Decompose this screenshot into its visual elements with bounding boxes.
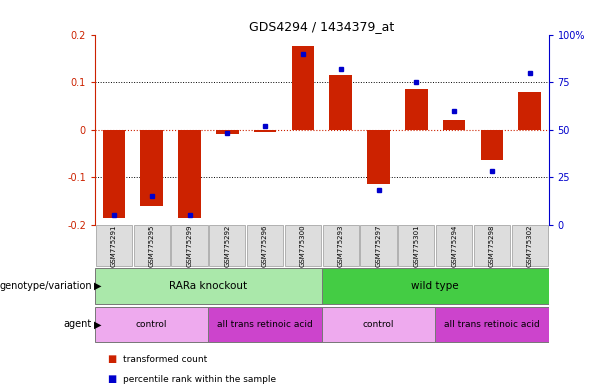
Bar: [178, 130, 201, 217]
Text: agent: agent: [64, 319, 92, 329]
Text: GSM775292: GSM775292: [224, 225, 230, 267]
Text: control: control: [363, 320, 394, 329]
FancyBboxPatch shape: [285, 225, 321, 266]
Text: GSM775297: GSM775297: [376, 225, 381, 267]
FancyBboxPatch shape: [247, 225, 283, 266]
Text: ▶: ▶: [94, 319, 101, 329]
Bar: [216, 130, 238, 134]
FancyBboxPatch shape: [96, 225, 132, 266]
Bar: [481, 130, 503, 161]
FancyBboxPatch shape: [435, 307, 549, 342]
Text: GSM775294: GSM775294: [451, 225, 457, 267]
Text: all trans retinoic acid: all trans retinoic acid: [444, 320, 540, 329]
FancyBboxPatch shape: [208, 307, 322, 342]
Text: transformed count: transformed count: [123, 354, 207, 364]
Bar: [367, 130, 390, 184]
Text: GSM775291: GSM775291: [111, 225, 117, 267]
FancyBboxPatch shape: [398, 225, 435, 266]
FancyBboxPatch shape: [436, 225, 472, 266]
Text: GSM775295: GSM775295: [149, 225, 154, 267]
FancyBboxPatch shape: [134, 225, 170, 266]
Text: percentile rank within the sample: percentile rank within the sample: [123, 374, 276, 384]
Text: GSM775301: GSM775301: [413, 224, 419, 267]
Text: RARa knockout: RARa knockout: [169, 281, 248, 291]
Text: GSM775299: GSM775299: [186, 225, 192, 267]
Bar: [519, 92, 541, 130]
Bar: [102, 130, 125, 217]
Bar: [405, 89, 428, 130]
FancyBboxPatch shape: [95, 268, 322, 304]
FancyBboxPatch shape: [322, 225, 359, 266]
Text: GSM775298: GSM775298: [489, 225, 495, 267]
Text: control: control: [136, 320, 167, 329]
Text: GSM775293: GSM775293: [338, 225, 344, 267]
FancyBboxPatch shape: [474, 225, 510, 266]
Text: ■: ■: [107, 354, 116, 364]
Text: GSM775296: GSM775296: [262, 225, 268, 267]
Bar: [254, 130, 276, 132]
Text: ■: ■: [107, 374, 116, 384]
FancyBboxPatch shape: [322, 307, 435, 342]
FancyBboxPatch shape: [512, 225, 548, 266]
Bar: [443, 120, 465, 130]
Text: GSM775302: GSM775302: [527, 225, 533, 267]
Bar: [329, 75, 352, 130]
FancyBboxPatch shape: [209, 225, 245, 266]
Text: wild type: wild type: [411, 281, 459, 291]
Text: all trans retinoic acid: all trans retinoic acid: [217, 320, 313, 329]
Bar: [140, 130, 163, 206]
Title: GDS4294 / 1434379_at: GDS4294 / 1434379_at: [249, 20, 394, 33]
FancyBboxPatch shape: [360, 225, 397, 266]
Text: ▶: ▶: [94, 281, 101, 291]
FancyBboxPatch shape: [322, 268, 549, 304]
FancyBboxPatch shape: [95, 307, 208, 342]
Text: genotype/variation: genotype/variation: [0, 281, 92, 291]
FancyBboxPatch shape: [172, 225, 208, 266]
Text: GSM775300: GSM775300: [300, 224, 306, 267]
Bar: [292, 46, 314, 130]
